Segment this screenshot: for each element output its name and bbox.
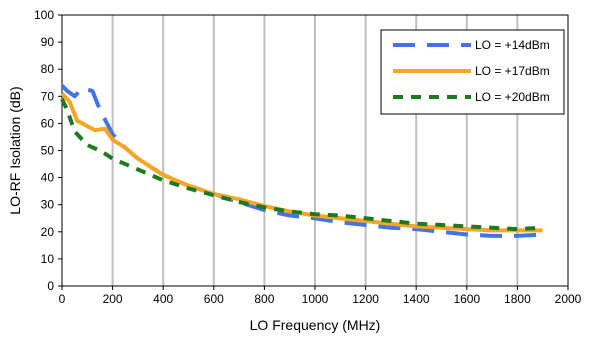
y-tick-label: 0 (47, 279, 54, 293)
legend: LO = +14dBm LO = +17dBm LO = +20dBm (380, 29, 565, 115)
series-lines (60, 84, 543, 238)
x-tick-label: 1400 (403, 292, 430, 306)
x-axis-label: LO Frequency (MHz) (250, 317, 381, 333)
y-tick-label: 60 (41, 116, 55, 130)
legend-label-0: LO = +14dBm (475, 38, 550, 52)
y-tick-label: 90 (41, 35, 55, 49)
legend-label-1: LO = +17dBm (475, 64, 550, 78)
y-tick-label: 10 (41, 252, 55, 266)
x-tick-label: 200 (103, 292, 123, 306)
y-tick-label: 70 (41, 89, 55, 103)
x-axis-ticks: 0 200 400 600 800 1000 1200 1400 1600 1800 2000 (59, 286, 582, 306)
y-axis-label: LO-RF Isolation (dB) (7, 86, 23, 214)
legend-label-2: LO = +20dBm (475, 90, 550, 104)
x-tick-label: 1000 (302, 292, 329, 306)
y-tick-label: 20 (41, 225, 55, 239)
y-tick-label: 80 (41, 62, 55, 76)
x-tick-label: 1800 (504, 292, 531, 306)
x-tick-label: 1600 (453, 292, 480, 306)
series-line-1 (60, 92, 543, 233)
y-tick-label: 40 (41, 171, 55, 185)
series-line-0 (60, 84, 543, 238)
y-tick-label: 50 (41, 144, 55, 158)
y-tick-label: 100 (34, 8, 54, 22)
x-tick-label: 0 (59, 292, 66, 306)
x-tick-label: 800 (254, 292, 274, 306)
x-tick-label: 2000 (555, 292, 582, 306)
y-axis-ticks: 0 10 20 30 40 50 60 70 80 90 100 (34, 8, 62, 293)
x-tick-label: 400 (153, 292, 173, 306)
x-tick-label: 600 (204, 292, 224, 306)
y-tick-label: 30 (41, 198, 55, 212)
x-tick-label: 1200 (352, 292, 379, 306)
